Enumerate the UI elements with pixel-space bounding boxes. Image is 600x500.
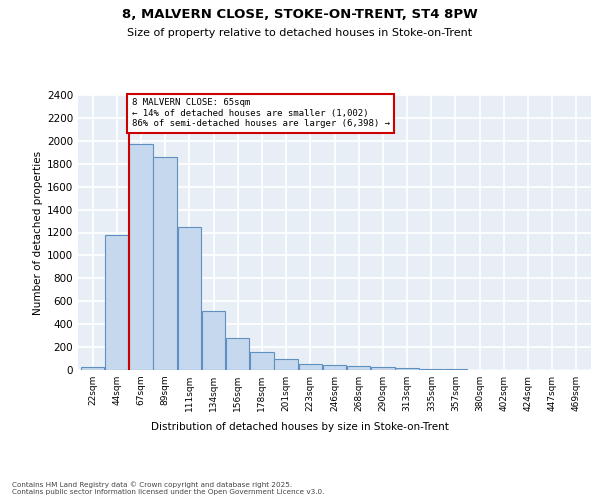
Bar [226, 338, 250, 370]
Text: Distribution of detached houses by size in Stoke-on-Trent: Distribution of detached houses by size … [151, 422, 449, 432]
Bar [274, 359, 298, 370]
Bar [371, 368, 395, 370]
Bar [81, 366, 104, 370]
Text: 8 MALVERN CLOSE: 65sqm
← 14% of detached houses are smaller (1,002)
86% of semi-: 8 MALVERN CLOSE: 65sqm ← 14% of detached… [132, 98, 390, 128]
Y-axis label: Number of detached properties: Number of detached properties [33, 150, 43, 314]
Bar [178, 228, 201, 370]
Bar [250, 352, 274, 370]
Bar [395, 368, 419, 370]
Bar [299, 364, 322, 370]
Bar [105, 236, 128, 370]
Bar [347, 366, 370, 370]
Bar [323, 365, 346, 370]
Bar [130, 144, 152, 370]
Text: Size of property relative to detached houses in Stoke-on-Trent: Size of property relative to detached ho… [127, 28, 473, 38]
Bar [202, 311, 225, 370]
Text: Contains HM Land Registry data © Crown copyright and database right 2025.
Contai: Contains HM Land Registry data © Crown c… [12, 482, 325, 495]
Bar [419, 369, 443, 370]
Text: 8, MALVERN CLOSE, STOKE-ON-TRENT, ST4 8PW: 8, MALVERN CLOSE, STOKE-ON-TRENT, ST4 8P… [122, 8, 478, 20]
Bar [154, 158, 177, 370]
